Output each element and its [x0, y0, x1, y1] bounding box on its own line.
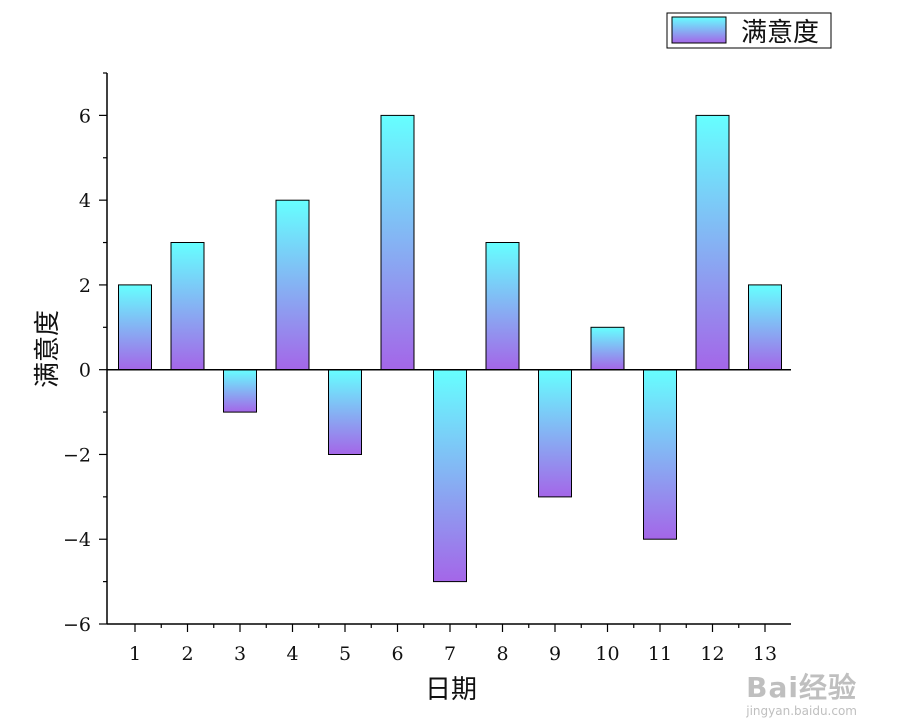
bar-9	[538, 369, 572, 498]
watermark-url: jingyan.baidu.com	[746, 704, 857, 718]
bar-11	[643, 369, 677, 540]
y-tick-label: 6	[79, 105, 91, 127]
x-tick-label: 3	[234, 643, 246, 665]
bar-8	[485, 242, 520, 371]
x-tick-label: 11	[648, 643, 672, 665]
x-tick-label: 4	[286, 643, 298, 665]
x-tick-label: 9	[549, 643, 561, 665]
legend-swatch	[671, 16, 727, 44]
y-tick-label: −4	[63, 529, 91, 551]
y-axis-title: 满意度	[33, 310, 63, 388]
y-tick-label: 0	[79, 360, 91, 382]
x-tick-label: 6	[391, 643, 403, 665]
x-tick-label: 5	[339, 643, 351, 665]
axes-group	[99, 72, 791, 632]
x-tick-label: 1	[129, 643, 141, 665]
x-tick-label: 8	[496, 643, 508, 665]
y-tick-label: 4	[79, 190, 91, 212]
watermark: Bai经验 jingyan.baidu.com	[746, 666, 857, 718]
y-tick-label: −2	[63, 444, 91, 466]
bar-6	[380, 114, 415, 371]
bar-2	[170, 242, 205, 371]
bar-12	[695, 114, 730, 371]
legend: 满意度	[666, 12, 832, 49]
bar-4	[275, 199, 310, 371]
watermark-brand: Bai经验	[746, 671, 857, 704]
x-tick-label: 13	[753, 643, 777, 665]
bar-3	[223, 369, 257, 413]
bar-13	[748, 284, 782, 371]
x-tick-label: 10	[595, 643, 619, 665]
x-axis-title: 日期	[425, 675, 477, 705]
legend-label: 满意度	[741, 18, 819, 48]
bar-7	[433, 369, 467, 583]
bar-1	[118, 284, 152, 371]
bar-10	[590, 326, 625, 371]
y-tick-label: −6	[63, 614, 91, 636]
bars-group	[118, 114, 782, 583]
x-tick-label: 12	[700, 643, 724, 665]
x-tick-label: 7	[444, 643, 456, 665]
bar-5	[328, 369, 362, 456]
y-tick-label: 2	[79, 275, 91, 297]
x-tick-label: 2	[181, 643, 193, 665]
